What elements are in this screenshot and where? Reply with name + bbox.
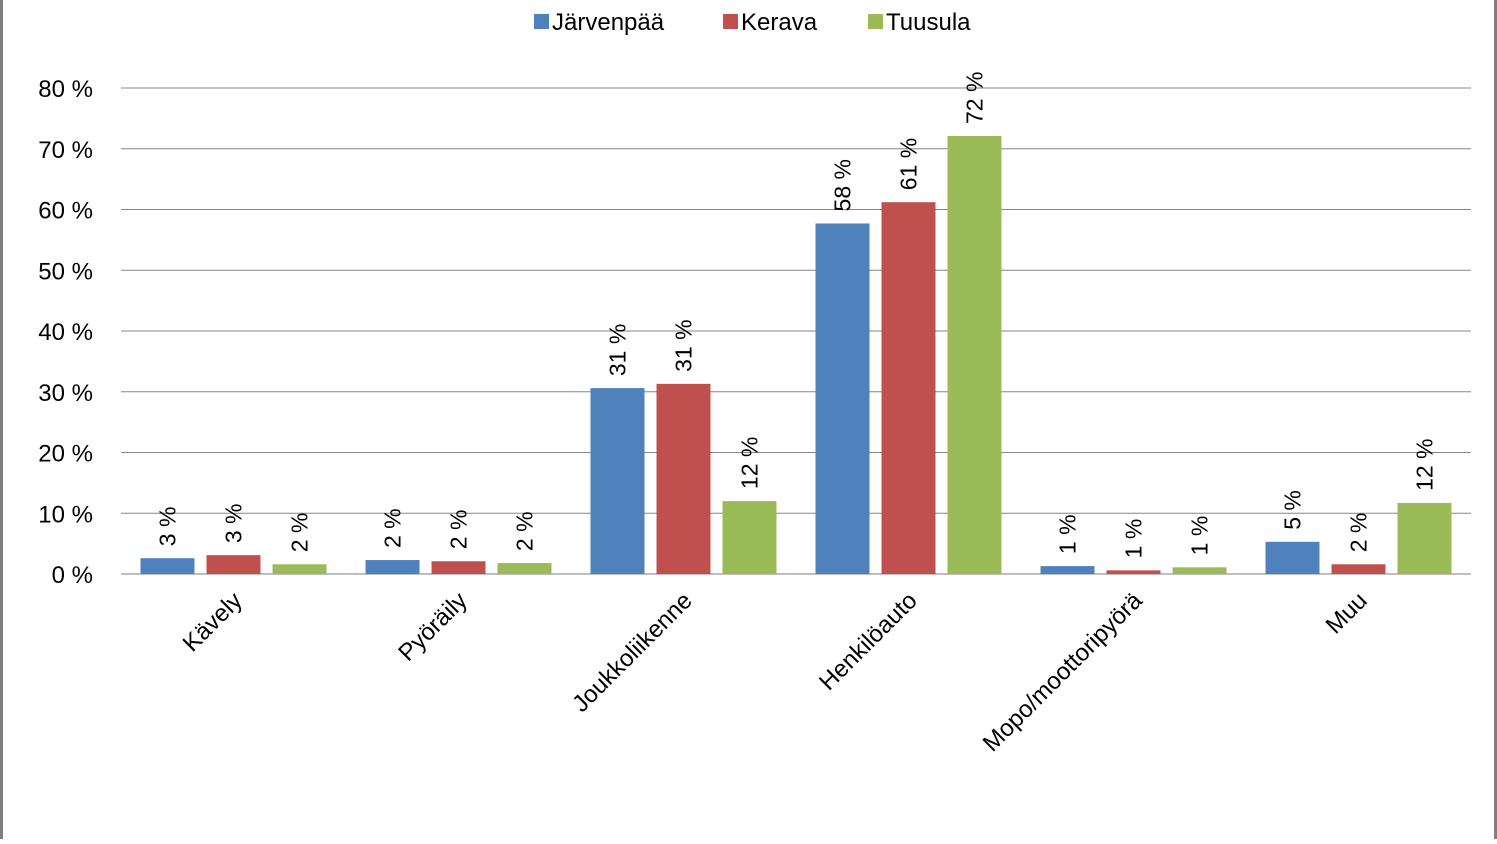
data-label: 1 %: [1055, 514, 1081, 554]
category-label: Mopo/moottoripyörä: [978, 587, 1148, 757]
category-label: Joukkoliikenne: [567, 587, 697, 717]
legend-label: Järvenpää: [552, 9, 665, 36]
data-label: 2 %: [380, 508, 406, 548]
bar-chart: 0 %10 %20 %30 %40 %50 %60 %70 %80 % 3 % 3…: [38, 9, 1471, 757]
legend-label: Tuusula: [886, 9, 971, 36]
y-tick-label: 10 %: [38, 501, 93, 528]
data-label: 31 %: [605, 324, 631, 376]
data-label: 2 %: [512, 511, 538, 551]
y-tick-label: 40 %: [38, 319, 93, 346]
bar: [881, 202, 936, 574]
data-label: 1 %: [1187, 516, 1213, 556]
data-label: 1 %: [1121, 519, 1147, 559]
category-label: Muu: [1321, 587, 1373, 639]
gridlines: [121, 87, 1471, 575]
bar: [1265, 541, 1320, 574]
bar: [656, 383, 711, 574]
data-label: 2 %: [287, 513, 313, 553]
bars: [140, 135, 1452, 574]
y-tick-label: 80 %: [38, 76, 93, 103]
category-label: Kävely: [178, 587, 248, 657]
bar: [947, 135, 1002, 574]
bar: [431, 561, 486, 574]
data-labels: 3 % 3 % 2 % 2 % 2 % 2 % 31 % 31 % 12 % 58 % 61 % 72…: [155, 72, 1438, 559]
bar: [140, 558, 195, 574]
data-label: 2 %: [1346, 513, 1372, 553]
bar: [497, 563, 552, 574]
bar: [590, 388, 645, 574]
y-tick-label: 30 %: [38, 380, 93, 407]
y-tick-label: 20 %: [38, 441, 93, 468]
bar: [815, 223, 870, 574]
y-axis: 0 % 10 % 20 % 30 % 40 % 50 % 60 % 70 % 80 %: [38, 76, 93, 589]
y-tick-label: 0 %: [52, 562, 93, 589]
x-axis: Kävely Pyöräily Joukkoliikenne Henkilöauto M…: [178, 587, 1373, 757]
bar: [365, 560, 420, 574]
data-label: 31 %: [671, 319, 697, 371]
data-label: 12 %: [737, 437, 763, 489]
data-label: 72 %: [962, 72, 988, 124]
legend-swatch: [723, 14, 738, 29]
y-tick-label: 50 %: [38, 258, 93, 285]
category-label: Pyöräily: [393, 587, 472, 666]
y-tick-label: 60 %: [38, 198, 93, 225]
bar: [1397, 502, 1452, 574]
category-label: Henkilöauto: [814, 587, 923, 696]
bar: [1106, 570, 1161, 574]
data-label: 2 %: [446, 510, 472, 550]
legend-swatch: [534, 14, 549, 29]
bar: [272, 564, 327, 574]
data-label: 61 %: [896, 138, 922, 190]
bar: [722, 501, 777, 574]
y-tick-label: 70 %: [38, 137, 93, 164]
data-label: 12 %: [1412, 438, 1438, 490]
bar: [1172, 567, 1227, 574]
data-label: 5 %: [1280, 490, 1306, 530]
legend-label: Kerava: [741, 9, 818, 36]
legend-swatch: [868, 14, 883, 29]
data-label: 58 %: [830, 159, 856, 211]
bar: [1331, 564, 1386, 574]
data-label: 3 %: [155, 507, 181, 547]
bar: [206, 555, 261, 574]
bar: [1040, 566, 1095, 574]
data-label: 3 %: [221, 504, 247, 544]
legend: Järvenpää Kerava Tuusula: [534, 9, 971, 36]
